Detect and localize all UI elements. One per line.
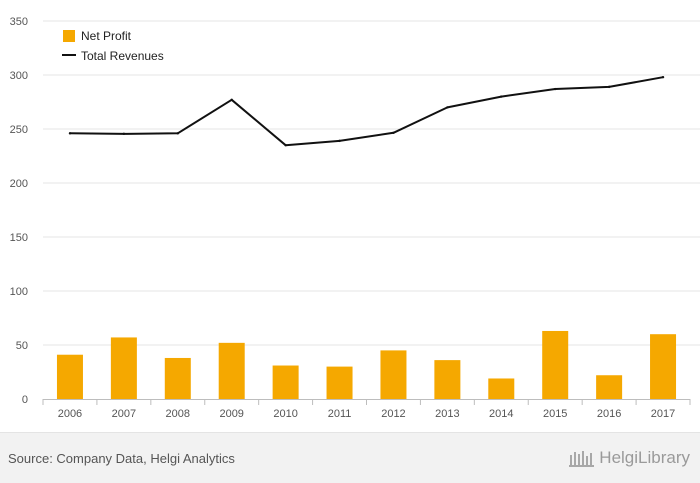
- bar-2009: [218, 342, 245, 399]
- x-tick-label-2013: 2013: [435, 408, 459, 420]
- brand-name: HelgiLibrary: [599, 448, 690, 467]
- line-point-2013: [446, 106, 449, 109]
- y-tick-label: 0: [22, 394, 28, 406]
- bar-2011: [326, 366, 353, 399]
- y-tick-label: 50: [16, 340, 28, 352]
- line-point-2017: [661, 75, 665, 79]
- line-point-2008: [176, 132, 179, 135]
- line-point-2014: [500, 95, 503, 98]
- chart: 0 50 100 150 200 250 300 350 2006 2007 2008 2009 201…: [10, 16, 700, 420]
- y-tick-label: 150: [10, 232, 28, 244]
- y-tick-label: 100: [10, 286, 28, 298]
- legend-label-net-profit: Net Profit: [81, 29, 132, 43]
- line-point-2011: [338, 139, 341, 143]
- legend-label-total-revenues: Total Revenues: [81, 49, 164, 63]
- bar-2013: [434, 360, 461, 399]
- line-total-revenues: [69, 76, 664, 147]
- line-point-2010: [284, 144, 287, 147]
- line-point-2009: [230, 98, 233, 102]
- y-tick-label: 350: [10, 16, 28, 28]
- bar-2012: [380, 350, 407, 399]
- line-point-2007: [122, 132, 126, 136]
- y-tick-label: 250: [10, 124, 28, 136]
- x-tick-label-2006: 2006: [58, 408, 82, 420]
- bar-2010: [272, 365, 299, 399]
- bar-2015: [542, 330, 569, 399]
- x-tick-label-2014: 2014: [489, 408, 513, 420]
- y-tick-label: 300: [10, 70, 28, 82]
- y-tick-label: 200: [10, 178, 28, 190]
- chart-footer: Source: Company Data, Helgi Analytics He…: [0, 432, 700, 483]
- source-note: Source: Company Data, Helgi Analytics: [8, 451, 235, 466]
- brand-logo[interactable]: HelgiLibrary: [569, 447, 690, 469]
- x-tick-label-2011: 2011: [328, 408, 352, 420]
- x-tick-label-2017: 2017: [651, 408, 675, 420]
- line-point-2016: [607, 85, 611, 89]
- bar-2017: [650, 334, 677, 399]
- x-tick-label-2009: 2009: [219, 408, 243, 420]
- line-point-2006: [68, 132, 72, 135]
- bar-2006: [56, 354, 83, 399]
- x-tick-label-2008: 2008: [166, 408, 190, 420]
- bar-2014: [488, 378, 515, 399]
- legend-swatch-net-profit: [63, 30, 75, 42]
- x-tick-label-2010: 2010: [273, 408, 297, 420]
- bar-2008: [164, 357, 191, 399]
- x-tick-label-2007: 2007: [112, 408, 136, 420]
- x-tick-label-2012: 2012: [381, 408, 405, 420]
- x-tick-label-2015: 2015: [543, 408, 567, 420]
- x-tick-label-2016: 2016: [597, 408, 621, 420]
- line-point-2012: [392, 131, 395, 134]
- library-building-icon: [569, 451, 595, 467]
- bar-2016: [596, 375, 623, 399]
- bar-2007: [110, 337, 137, 399]
- line-point-2015: [554, 87, 557, 91]
